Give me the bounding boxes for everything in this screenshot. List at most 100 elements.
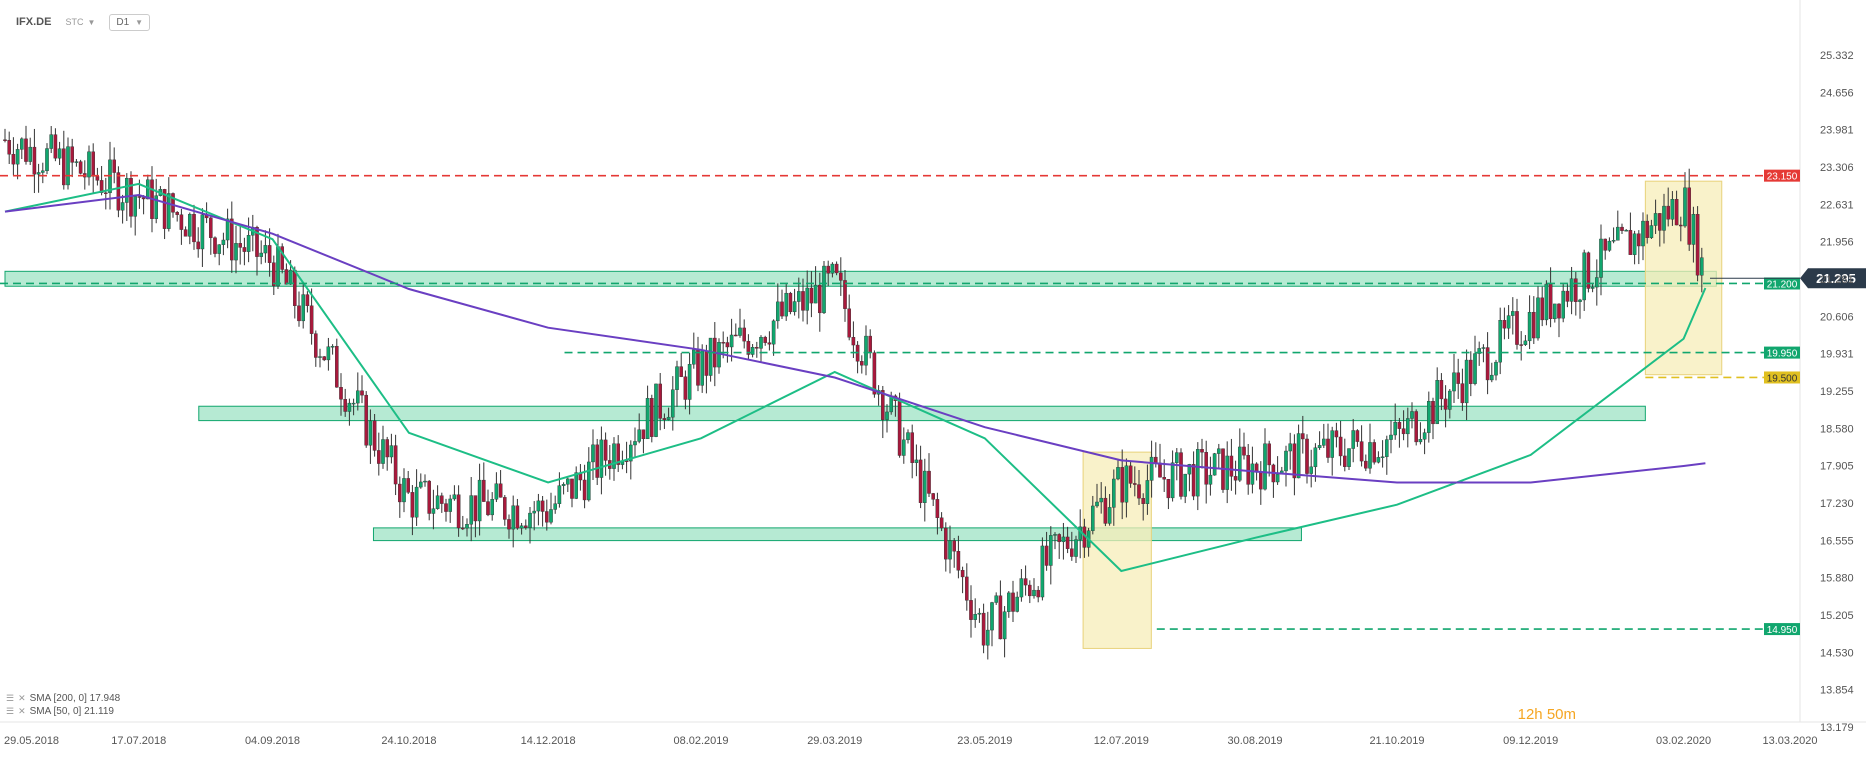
candle-body (11, 153, 16, 165)
candle-body (1653, 213, 1658, 226)
y-tick-label: 19.931 (1820, 349, 1854, 361)
candle-body (1246, 455, 1250, 485)
candle-body (32, 146, 37, 175)
close-icon[interactable]: ✕ (18, 706, 26, 716)
last-price-label: 21.295 (1816, 271, 1856, 286)
candle-body (696, 349, 700, 386)
candle-body (1477, 348, 1481, 354)
candle-body (1116, 467, 1120, 480)
candle-body (196, 241, 201, 250)
candle-body (1699, 257, 1704, 276)
candle-body (1506, 315, 1511, 329)
candle-body (3, 139, 7, 141)
candle-body (208, 217, 213, 238)
candle-body (1624, 229, 1628, 232)
candle-body (1519, 344, 1523, 346)
candle-body (654, 383, 658, 437)
settings-icon[interactable]: ☰ (6, 693, 15, 703)
candle-body (1158, 462, 1162, 478)
candle-body (1422, 432, 1427, 440)
candle-body (318, 356, 322, 358)
candle-body (1124, 465, 1129, 503)
candle-body (187, 213, 192, 237)
candle-body (1405, 418, 1410, 435)
candle-body (902, 439, 906, 456)
timeframe-selector[interactable]: D1 ▼ (109, 13, 151, 31)
candle-body (99, 180, 104, 193)
symbol-label[interactable]: IFX.DE (16, 16, 52, 28)
candle-body (650, 398, 654, 437)
candle-body (490, 499, 495, 516)
candle-body (246, 235, 251, 252)
candle-body (595, 444, 599, 478)
candle-body (1229, 455, 1234, 477)
candle-body (166, 193, 171, 229)
candle-body (1212, 453, 1217, 476)
candle-body (675, 366, 679, 390)
close-icon[interactable]: ✕ (18, 693, 26, 703)
candle-body (1628, 229, 1633, 255)
candle-body (1649, 225, 1654, 238)
y-tick-label: 18.580 (1820, 423, 1854, 435)
candle-body (1040, 545, 1045, 598)
candle-body (255, 227, 259, 257)
candle-body (1351, 430, 1355, 449)
candle-body (406, 478, 411, 493)
candle-body (36, 172, 41, 175)
candle-body (469, 495, 474, 525)
candle-body (805, 287, 809, 311)
candle-body (864, 335, 868, 366)
candle-body (1380, 456, 1385, 458)
candle-body (175, 212, 180, 215)
candle-body (452, 494, 457, 500)
candle-body (1342, 455, 1347, 467)
candle-body (103, 192, 108, 194)
candle-body (990, 602, 994, 631)
candle-body (1603, 238, 1607, 251)
legend-item-sma200[interactable]: ☰ ✕ SMA [200, 0] 17.948 (6, 692, 120, 705)
candle-body (57, 148, 62, 159)
candle-body (133, 196, 138, 217)
candle-body (977, 612, 982, 615)
candle-body (503, 497, 507, 520)
candle-body (956, 551, 961, 571)
candle-body (557, 485, 562, 504)
candle-body (494, 483, 499, 500)
candle-body (288, 269, 293, 285)
candle-body (1036, 589, 1040, 598)
y-tick-label: 21.956 (1820, 237, 1854, 249)
candle-body (599, 439, 604, 478)
candle-body (1103, 497, 1108, 524)
timezone-label: STC (65, 17, 84, 27)
candle-body (759, 336, 763, 349)
candle-body (910, 432, 914, 463)
timezone-selector[interactable]: STC ▼ (65, 17, 95, 27)
candle-body (1321, 438, 1326, 446)
y-tick-label: 23.981 (1820, 125, 1854, 137)
candle-body (1191, 464, 1196, 497)
level-tag-0 (1764, 169, 1800, 182)
candle-body (1695, 213, 1700, 276)
candle-body (1443, 398, 1448, 410)
candle-body (725, 342, 730, 348)
candle-body (1019, 578, 1024, 598)
level-label-0: 23.150 (1767, 172, 1798, 183)
candle-body (498, 483, 503, 498)
candle-body (637, 429, 641, 442)
legend-item-sma50[interactable]: ☰ ✕ SMA [50, 0] 21.119 (6, 705, 120, 718)
candle-body (1111, 478, 1116, 508)
candle-body (410, 492, 415, 518)
candle-body (1208, 474, 1213, 485)
settings-icon[interactable]: ☰ (6, 706, 15, 716)
candle-body (398, 483, 402, 503)
candle-body (339, 387, 343, 400)
candle-body (1464, 359, 1469, 404)
candle-body (70, 146, 74, 163)
candle-body (263, 245, 268, 254)
candle-body (1439, 380, 1444, 400)
candle-body (456, 494, 461, 529)
y-tick-label: 15.205 (1820, 610, 1854, 622)
candle-body (524, 525, 528, 528)
